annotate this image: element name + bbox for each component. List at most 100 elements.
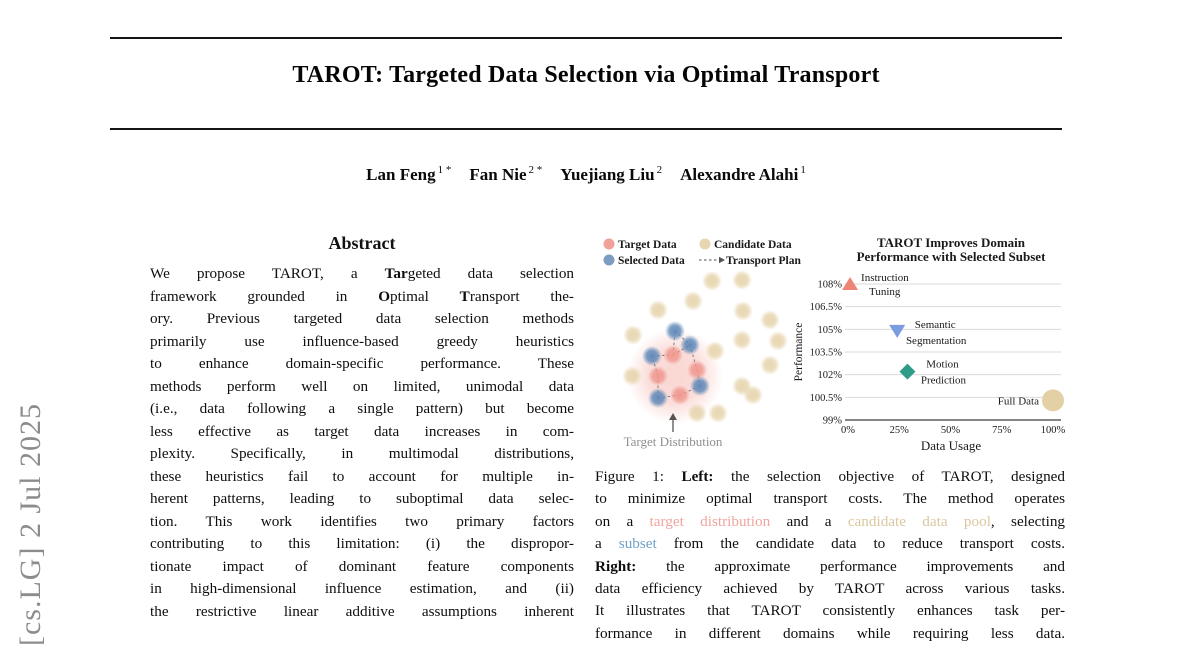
y-tick-label: 103.5% (810, 348, 843, 359)
x-axis-title: Data Usage (921, 438, 982, 453)
figure-1: Target Data Candidate Data Selected Data Tr… (603, 235, 1065, 453)
transport-plan-edge (679, 385, 701, 396)
author: Alexandre Alahi 1 (680, 164, 806, 184)
abstract-line: tionate impact of dominant feature compo… (150, 557, 574, 575)
legend-dot-icon (699, 238, 711, 250)
target-data-point (670, 385, 690, 405)
chart-title: Performance with Selected Subset (857, 249, 1046, 264)
legend-label: Candidate Data (714, 239, 792, 251)
candidate-data-point (648, 300, 668, 320)
candidate-data-point (760, 310, 780, 330)
authors-line: Lan Feng 1 * Fan Nie 2 * Yuejiang Liu 2 Alexan… (110, 164, 1062, 185)
data-point-label: Instruction (861, 272, 909, 284)
x-tick-label: 25% (890, 425, 910, 436)
abstract-line: ory. Previous targeted data selection me… (150, 310, 574, 327)
top-rule (110, 37, 1062, 39)
abstract-line: (i.e., data following a single pattern) … (150, 400, 574, 417)
caption-line: It illustrates that TAROT consistently e… (595, 602, 1065, 620)
figure-legend (603, 238, 725, 266)
selected-data-point (690, 376, 710, 396)
annotation-arrowhead-icon (669, 413, 677, 420)
candidate-data-point (687, 403, 707, 423)
target-data-point (663, 345, 683, 365)
y-tick-label: 106.5% (810, 302, 843, 313)
candidate-data-point (743, 385, 763, 405)
y-tick-label: 105% (818, 325, 843, 336)
author: Yuejiang Liu 2 (560, 164, 663, 184)
caption-line: a subset from the candidate data to redu… (595, 535, 1065, 553)
selected-data-point (680, 335, 700, 355)
abstract-line: herent patterns, leading to suboptimal d… (150, 490, 574, 507)
abstract-line: contributing to this limitation: (i) the… (150, 535, 574, 552)
paper-title: TAROT: Targeted Data Selection via Optim… (292, 62, 880, 88)
caption-line: to minimize optimal transport costs. The… (595, 490, 1065, 508)
caption-line: Figure 1: Left: the selection objective … (595, 468, 1065, 485)
arxiv-banner: [cs.LG] 2 Jul 2025 (14, 403, 47, 646)
data-point-label: Motion (926, 359, 959, 371)
selection-diagram (622, 270, 788, 432)
legend-dot-icon (603, 238, 615, 250)
abstract-line: plexity. Specifically, in multimodal dis… (150, 445, 574, 462)
caption-line: Right: the approximate performance impro… (595, 557, 1065, 575)
data-point-label: Semantic (915, 319, 956, 331)
candidate-data-point (708, 403, 728, 423)
y-tick-label: 108% (818, 280, 843, 291)
caption-line: formance in different domains while requ… (595, 624, 1065, 642)
candidate-data-point (683, 291, 703, 311)
abstract-line: tion. This work identifies two primary f… (150, 512, 574, 530)
legend-dot-icon (603, 254, 615, 266)
performance-chart (842, 277, 1064, 421)
y-tick-label: 100.5% (810, 393, 843, 404)
data-point-label: Prediction (921, 375, 967, 387)
target-distribution-label: Target Distribution (624, 434, 723, 449)
abstract-line: in high-dimensional influence estimation… (150, 580, 574, 597)
target-data-point (687, 360, 707, 380)
data-point-marker (899, 363, 916, 380)
data-point-marker (889, 324, 906, 338)
candidate-data-point (622, 366, 642, 386)
x-tick-label: 100% (1041, 425, 1065, 436)
selected-data-point (648, 388, 668, 408)
abstract-line: We propose TAROT, a Targeted data select… (150, 265, 574, 282)
candidate-data-point (732, 330, 752, 350)
legend-label: Selected Data (618, 255, 685, 267)
abstract-body: We propose TAROT, a Targeted data select… (150, 263, 574, 623)
abstract-heading: Abstract (328, 233, 396, 253)
data-point-label: Full Data (998, 395, 1039, 407)
x-tick-label: 0% (841, 425, 855, 436)
y-tick-label: 102% (818, 370, 843, 381)
data-point-label: Tuning (869, 286, 901, 298)
caption-line: on a target distribution and a candidate… (595, 512, 1065, 530)
figure-1-caption: Figure 1: Left: the selection objective … (595, 466, 1065, 645)
legend-label: Transport Plan (726, 255, 801, 267)
caption-line: data efficiency achieved by TAROT across… (595, 579, 1065, 597)
author: Lan Feng 1 * (366, 164, 452, 184)
selected-data-point (642, 346, 662, 366)
transport-plan-edge (651, 354, 674, 357)
x-tick-label: 50% (941, 425, 961, 436)
selected-data-point (665, 321, 685, 341)
data-point-marker (1042, 389, 1064, 412)
abstract-line: primarily use influence-based greedy heu… (150, 332, 574, 350)
candidate-data-point (623, 325, 643, 345)
abstract-line: the restrictive linear additive assumpti… (150, 602, 574, 620)
abstract-line: framework grounded in Optimal Transport … (150, 287, 574, 305)
candidate-data-point (733, 301, 753, 321)
candidate-data-point (732, 270, 752, 290)
legend-label: Target Data (618, 239, 677, 251)
y-tick-label: 99% (823, 416, 843, 427)
candidate-data-point (760, 355, 780, 375)
abstract-line: to enhance domain-specific performance. … (150, 355, 574, 372)
candidate-data-point (768, 331, 788, 351)
data-point-marker (842, 277, 859, 290)
abstract-line: methods perform well on limited, unimoda… (150, 377, 574, 395)
abstract-line: these heuristics fail to account for mul… (150, 467, 574, 485)
data-point-label: Segmentation (906, 335, 967, 347)
abstract-line: less effective as target data increases … (150, 422, 574, 440)
title-rule (110, 128, 1062, 130)
candidate-data-point (705, 341, 725, 361)
author: Fan Nie 2 * (469, 164, 543, 184)
transport-plan-edge (657, 394, 681, 399)
chart-title: TAROT Improves Domain (877, 235, 1026, 250)
